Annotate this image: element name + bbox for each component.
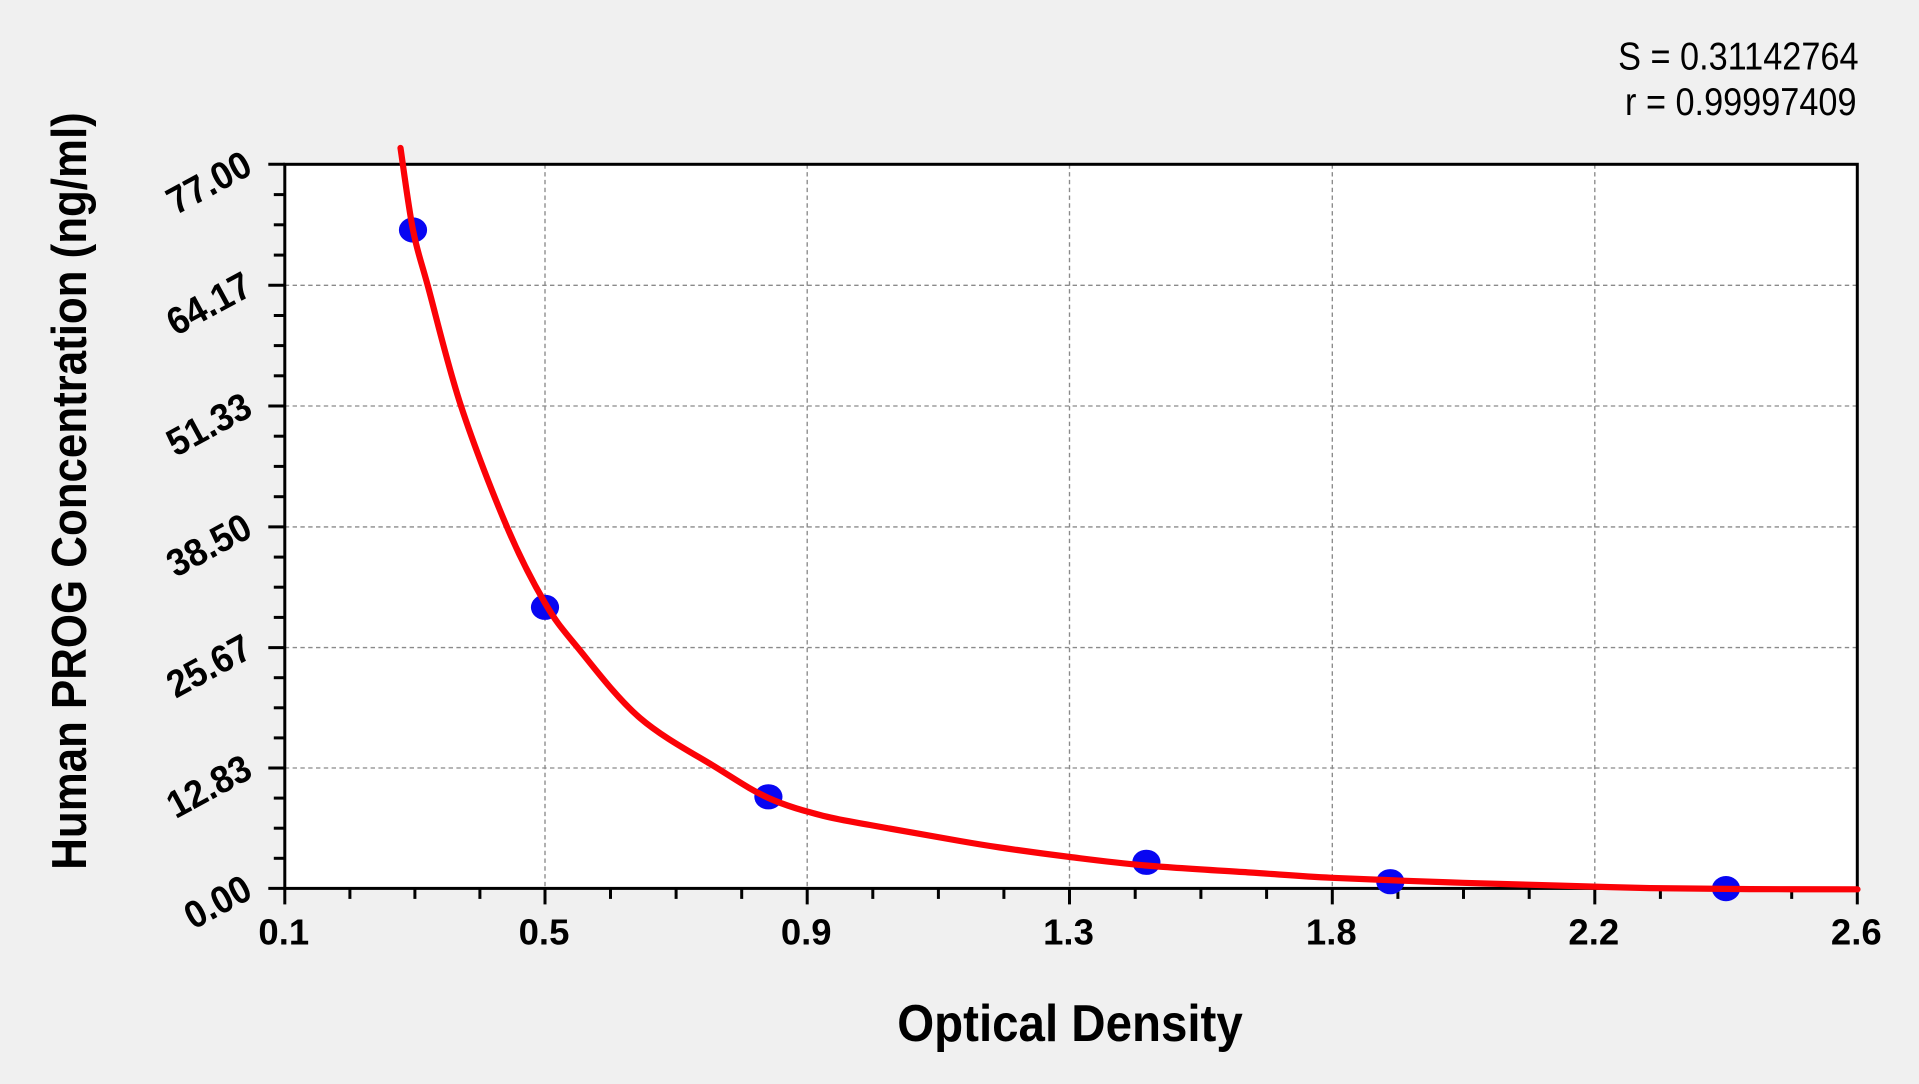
svg-text:64.17: 64.17 — [159, 263, 258, 344]
svg-text:25.67: 25.67 — [159, 625, 258, 706]
svg-text:77.00: 77.00 — [159, 142, 258, 223]
svg-text:0.00: 0.00 — [176, 866, 258, 937]
svg-text:0.5: 0.5 — [519, 912, 570, 953]
svg-text:0.1: 0.1 — [258, 912, 309, 953]
svg-text:2.2: 2.2 — [1568, 912, 1619, 953]
svg-text:38.50: 38.50 — [159, 504, 258, 585]
svg-text:0.9: 0.9 — [781, 912, 832, 953]
svg-text:S = 0.31142764: S = 0.31142764 — [1618, 35, 1858, 78]
svg-text:1.8: 1.8 — [1306, 912, 1357, 953]
svg-text:Human PROG Concentration (ng/m: Human PROG Concentration (ng/ml) — [42, 112, 97, 869]
svg-text:2.6: 2.6 — [1831, 912, 1882, 953]
svg-text:12.83: 12.83 — [159, 746, 258, 827]
svg-text:r = 0.99997409: r = 0.99997409 — [1625, 80, 1856, 123]
svg-text:51.33: 51.33 — [159, 384, 258, 465]
svg-text:Optical Density: Optical Density — [897, 994, 1243, 1052]
svg-text:1.3: 1.3 — [1043, 912, 1094, 953]
